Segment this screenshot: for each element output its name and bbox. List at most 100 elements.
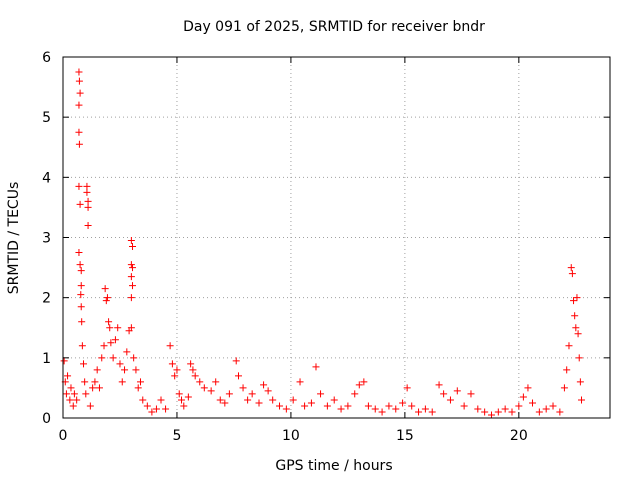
- plot-frame: [62, 56, 611, 419]
- data-point: [323, 402, 331, 410]
- data-point: [76, 89, 84, 97]
- data-point: [134, 384, 142, 392]
- data-point: [494, 408, 502, 416]
- data-point: [282, 405, 290, 413]
- data-point: [121, 366, 129, 374]
- data-point: [66, 396, 74, 404]
- x-tick-label: 20: [510, 428, 528, 444]
- data-point: [86, 402, 94, 410]
- data-point: [501, 405, 509, 413]
- tick-labels: 0 5 10 15 20 0 1 2 3 4 5 6: [42, 50, 528, 444]
- data-point: [162, 405, 170, 413]
- data-point: [116, 360, 124, 368]
- data-point: [234, 372, 242, 380]
- data-point: [421, 405, 429, 413]
- y-axis-label: SRMTID / TECUs: [6, 182, 22, 295]
- data-point: [225, 390, 233, 398]
- y-tick-label: 4: [42, 170, 51, 186]
- data-point: [78, 318, 86, 326]
- data-point: [101, 285, 109, 293]
- data-point: [178, 396, 186, 404]
- data-point: [260, 381, 268, 389]
- data-point: [440, 390, 448, 398]
- data-point: [196, 378, 204, 386]
- data-point: [355, 381, 363, 389]
- data-point: [191, 372, 199, 380]
- y-tick-label: 0: [42, 411, 51, 427]
- data-point: [77, 291, 85, 299]
- data-point: [77, 303, 85, 311]
- data-point: [487, 411, 495, 419]
- data-point: [129, 243, 137, 251]
- data-point: [446, 396, 454, 404]
- data-point: [62, 390, 70, 398]
- data-point: [570, 297, 578, 305]
- data-point: [180, 402, 188, 410]
- data-point: [408, 402, 416, 410]
- data-point: [76, 200, 84, 208]
- data-point: [83, 188, 91, 196]
- data-point: [567, 264, 575, 272]
- data-point: [312, 363, 320, 371]
- data-point: [560, 384, 568, 392]
- data-point: [364, 402, 372, 410]
- data-point: [187, 360, 195, 368]
- data-point: [216, 396, 224, 404]
- data-point: [75, 249, 83, 257]
- data-point: [568, 270, 576, 278]
- data-point: [78, 342, 86, 350]
- data-point: [255, 399, 263, 407]
- data-point: [105, 318, 113, 326]
- data-point: [136, 378, 144, 386]
- data-point: [93, 366, 101, 374]
- data-point: [143, 402, 151, 410]
- data-point: [371, 405, 379, 413]
- data-point: [571, 312, 579, 320]
- data-point: [221, 399, 229, 407]
- data-point: [296, 378, 304, 386]
- data-point: [173, 366, 181, 374]
- data-point: [175, 390, 183, 398]
- chart-title: Day 091 of 2025, SRMTID for receiver bnd…: [183, 19, 485, 35]
- data-point: [139, 396, 147, 404]
- x-tick-label: 10: [282, 428, 300, 444]
- data-point: [130, 354, 138, 362]
- data-point: [460, 402, 468, 410]
- data-point: [576, 378, 584, 386]
- data-point: [344, 402, 352, 410]
- data-point: [118, 378, 126, 386]
- data-point: [578, 396, 586, 404]
- data-point: [248, 390, 256, 398]
- data-point: [157, 396, 165, 404]
- data-point: [337, 405, 345, 413]
- data-point: [378, 408, 386, 416]
- data-point: [84, 197, 92, 205]
- data-point: [573, 294, 581, 302]
- data-point: [82, 390, 90, 398]
- data-point: [73, 396, 81, 404]
- data-point: [168, 360, 176, 368]
- data-point: [535, 408, 543, 416]
- data-point: [83, 182, 91, 190]
- y-tick-label: 1: [42, 351, 51, 367]
- data-point: [127, 324, 135, 332]
- data-point: [481, 408, 489, 416]
- data-point: [435, 381, 443, 389]
- data-point: [508, 408, 516, 416]
- data-point: [351, 390, 359, 398]
- data-point: [127, 294, 135, 302]
- data-point: [77, 282, 85, 290]
- data-point: [84, 221, 92, 229]
- data-point: [212, 378, 220, 386]
- data-point: [244, 396, 252, 404]
- data-point: [127, 261, 135, 269]
- data-point: [91, 378, 99, 386]
- data-point: [239, 384, 247, 392]
- data-point: [232, 357, 240, 365]
- data-series: [60, 68, 586, 419]
- data-point: [330, 396, 338, 404]
- data-point: [80, 360, 88, 368]
- data-point: [563, 366, 571, 374]
- data-point: [75, 77, 83, 85]
